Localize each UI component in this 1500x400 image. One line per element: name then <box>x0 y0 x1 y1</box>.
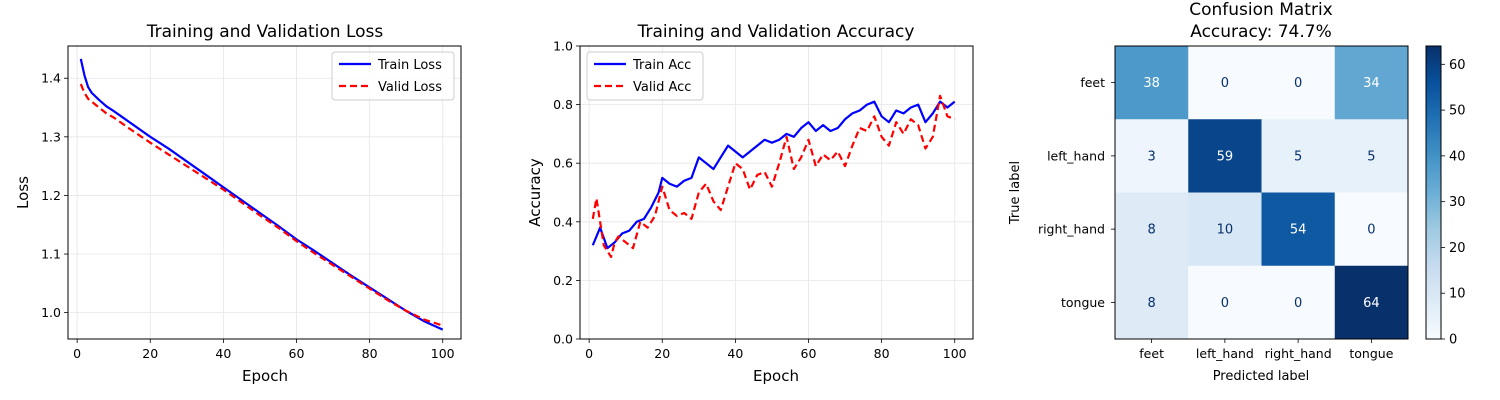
confusion-cell <box>1261 119 1336 193</box>
accuracy-y-axis-label: Accuracy <box>526 158 544 227</box>
confusion-x-tick-label: tongue <box>1349 346 1393 361</box>
p1-y-tick-label: 1.4 <box>41 71 61 86</box>
p1-x-tick-label: 80 <box>362 346 378 361</box>
colorbar <box>1425 45 1442 340</box>
confusion-cell <box>1188 192 1262 267</box>
confusion-cell-value: 3 <box>1147 149 1155 164</box>
p1-series-valid-line <box>79 83 444 327</box>
p1-x-tick-label: 40 <box>215 346 231 361</box>
accuracy-legend-label-train: Train Acc <box>632 58 691 73</box>
colorbar-tick-label: 40 <box>1449 149 1466 164</box>
confusion-cell-value: 5 <box>1367 149 1375 164</box>
accuracy-chart-title: Training and Validation Accuracy <box>637 22 915 42</box>
confusion-cell <box>1115 192 1189 267</box>
loss-y-axis-label: Loss <box>14 176 32 209</box>
confusion-cell-value: 64 <box>1363 296 1380 311</box>
colorbar-tick-label: 20 <box>1449 241 1466 256</box>
confusion-x-tick-label: right_hand <box>1265 346 1332 361</box>
confusion-cell <box>1115 119 1189 193</box>
loss-legend: Train Loss Valid Loss <box>331 51 455 101</box>
confusion-cell-value: 10 <box>1217 223 1234 238</box>
loss-chart-title: Training and Validation Loss <box>146 22 384 42</box>
confusion-y-tick-label: left_hand <box>1047 148 1105 163</box>
colorbar-tick-label: 0 <box>1449 333 1457 348</box>
accuracy-plot-frame <box>579 45 974 340</box>
p1-x-tick-label: 20 <box>142 346 158 361</box>
accuracy-chart: Training and Validation Accuracy 0 20 40 60… <box>526 22 974 385</box>
confusion-matrix-frame <box>1114 45 1409 340</box>
confusion-cell-value: 0 <box>1294 296 1302 311</box>
loss-legend-label-train: Train Loss <box>377 58 442 73</box>
accuracy-legend: Train Acc Valid Acc <box>586 51 704 101</box>
confusion-cell-value: 0 <box>1294 76 1302 91</box>
confusion-y-tick-label: right_hand <box>1038 222 1105 237</box>
confusion-cell-value: 38 <box>1143 76 1160 91</box>
p1-y-tick-label: 1.2 <box>41 188 61 203</box>
confusion-cell <box>1261 192 1336 267</box>
p2-y-tick-label: 0.8 <box>553 97 573 112</box>
colorbar-tick-label: 50 <box>1449 104 1466 119</box>
confusion-cell-value: 0 <box>1367 223 1375 238</box>
confusion-cell <box>1115 46 1189 120</box>
p1-x-tick-label: 100 <box>431 346 455 361</box>
confusion-y-axis-label: True label <box>1008 161 1023 225</box>
p2-y-tick-label: 0.0 <box>553 332 573 347</box>
confusion-x-tick-label: left_hand <box>1196 346 1254 361</box>
confusion-cell <box>1334 192 1409 267</box>
p1-x-tick-label: 0 <box>73 346 81 361</box>
confusion-cell <box>1115 265 1189 340</box>
confusion-x-tick-label: feet <box>1139 346 1164 361</box>
colorbar-tick-label: 60 <box>1449 58 1466 73</box>
confusion-y-tick-label: feet <box>1080 75 1105 90</box>
p2-y-tick-label: 0.2 <box>553 273 573 288</box>
loss-x-axis-label: Epoch <box>242 367 288 385</box>
p2-x-tick-label: 0 <box>585 346 593 361</box>
confusion-cell <box>1261 46 1336 120</box>
accuracy-legend-label-valid: Valid Acc <box>633 80 691 95</box>
p2-x-tick-label: 100 <box>943 346 967 361</box>
p2-series-train-line <box>591 100 956 250</box>
colorbar-tick-label: 10 <box>1449 287 1466 302</box>
confusion-cell <box>1188 46 1262 120</box>
p2-x-tick-label: 40 <box>727 346 743 361</box>
confusion-cell-value: 5 <box>1294 149 1302 164</box>
p2-y-tick-label: 0.4 <box>553 214 573 229</box>
p1-y-tick-label: 1.3 <box>41 129 61 144</box>
confusion-matrix: Confusion Matrix Accuracy: 74.7% 38 0 0 343… <box>1008 0 1466 384</box>
confusion-matrix-subtitle: Accuracy: 74.7% <box>1190 22 1332 42</box>
confusion-cell-value: 0 <box>1221 296 1229 311</box>
confusion-cell <box>1334 46 1409 120</box>
confusion-cell <box>1334 265 1409 340</box>
p1-y-tick-label: 1.1 <box>41 247 61 262</box>
loss-chart: Training and Validation Loss 0 20 40 60 80 10… <box>14 22 462 385</box>
confusion-matrix-title: Confusion Matrix <box>1189 0 1333 20</box>
confusion-x-axis-label: Predicted label <box>1213 369 1310 384</box>
accuracy-x-axis-label: Epoch <box>753 367 799 385</box>
p2-x-tick-label: 20 <box>654 346 670 361</box>
p1-x-tick-label: 60 <box>289 346 305 361</box>
p2-series-valid-line <box>591 94 956 259</box>
loss-plot-frame <box>67 45 462 340</box>
colorbar-tick-label: 30 <box>1449 195 1466 210</box>
confusion-cell-value: 0 <box>1221 76 1229 91</box>
confusion-cell-value: 59 <box>1217 149 1234 164</box>
p2-y-tick-label: 0.6 <box>553 156 573 171</box>
confusion-cell-value: 54 <box>1290 223 1307 238</box>
confusion-cell-value: 8 <box>1147 296 1155 311</box>
confusion-cell-value: 8 <box>1147 223 1155 238</box>
confusion-cell <box>1334 119 1409 193</box>
confusion-cell <box>1188 119 1262 193</box>
p2-y-tick-label: 1.0 <box>553 39 573 54</box>
confusion-cell <box>1188 265 1262 340</box>
p2-x-tick-label: 60 <box>801 346 817 361</box>
p1-y-tick-label: 1.0 <box>41 305 61 320</box>
loss-legend-label-valid: Valid Loss <box>378 80 442 95</box>
p2-x-tick-label: 80 <box>874 346 890 361</box>
confusion-cell <box>1261 265 1336 340</box>
confusion-cell-value: 34 <box>1363 76 1380 91</box>
confusion-y-tick-label: tongue <box>1061 295 1105 310</box>
